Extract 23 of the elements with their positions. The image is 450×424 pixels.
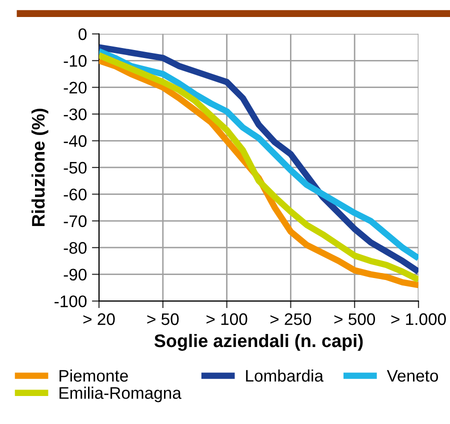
legend-label: Emilia-Romagna — [60, 386, 182, 402]
x-tick-label: > 500 — [334, 313, 376, 326]
y-tick-label: -90 — [64, 268, 87, 281]
y-tick-label: -70 — [64, 215, 87, 228]
y-tick-label: -30 — [64, 108, 87, 120]
x-tick-label: > 100 — [206, 313, 248, 326]
y-tick-label: -80 — [64, 242, 87, 254]
y-tick-label: -20 — [64, 82, 87, 94]
x-tick-label: > 250 — [270, 313, 312, 326]
x-axis-title: Soglie aziendali (n. capi) — [154, 334, 363, 351]
y-tick-label: -100 — [54, 295, 87, 308]
x-tick-label: > 1.000 — [391, 313, 446, 326]
y-tick-label: 0 — [78, 28, 87, 40]
legend-label: Piemonte — [60, 369, 128, 382]
y-tick-label: -60 — [64, 188, 87, 200]
y-tick-label: -50 — [64, 162, 87, 174]
x-tick-label: > 20 — [83, 313, 115, 326]
x-tick-label: > 50 — [147, 313, 179, 326]
legend-label: Lombardia — [246, 369, 324, 382]
legend-label: Veneto — [386, 370, 438, 382]
y-axis-title: Riduzione (%) — [31, 108, 48, 226]
y-tick-label: -10 — [64, 55, 87, 67]
y-tick-label: -40 — [64, 135, 87, 147]
